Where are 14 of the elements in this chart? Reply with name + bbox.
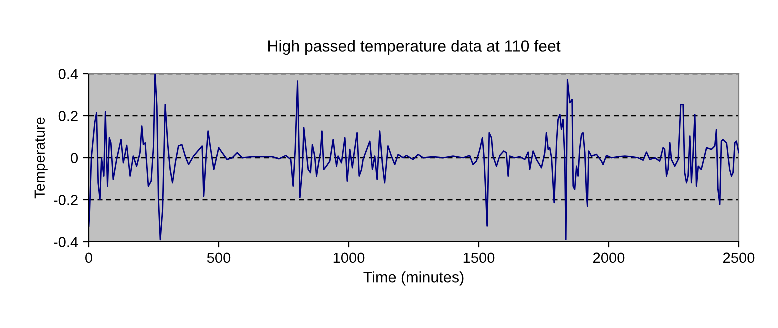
x-tick-label: 2500: [724, 252, 755, 264]
y-axis-title: Temperature: [34, 118, 48, 199]
x-tick-label: 1000: [334, 252, 365, 264]
x-tick-label: 2000: [594, 252, 625, 264]
x-axis-title: Time (minutes): [364, 272, 464, 286]
y-tick-label: -0.2: [54, 195, 78, 206]
y-tick-label: 0.2: [58, 111, 78, 122]
y-tick-label: -0.4: [54, 237, 78, 248]
x-tick-label: 0: [86, 252, 92, 264]
y-tick-label: 0: [71, 153, 78, 164]
x-tick-label: 1500: [464, 252, 495, 264]
chart-title: High passed temperature data at 110 feet: [268, 40, 561, 56]
y-tick-label: 0.4: [58, 69, 78, 80]
x-tick-label: 500: [207, 252, 231, 264]
